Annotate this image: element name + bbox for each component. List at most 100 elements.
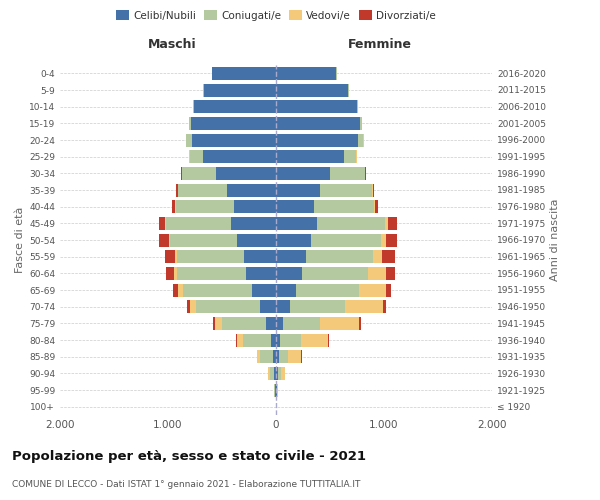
Bar	[280, 334, 301, 346]
Bar	[276, 300, 290, 313]
Bar	[165, 250, 175, 263]
Bar	[271, 334, 276, 346]
Bar	[276, 100, 357, 113]
Bar	[386, 267, 395, 280]
Bar	[382, 234, 386, 246]
Bar	[311, 234, 382, 246]
Bar	[360, 117, 362, 130]
Bar	[203, 84, 276, 96]
Bar	[328, 334, 329, 346]
Bar	[276, 367, 278, 380]
Bar	[257, 350, 260, 363]
Bar	[388, 217, 397, 230]
Text: Femmine: Femmine	[347, 38, 412, 51]
Bar	[317, 217, 385, 230]
Bar	[276, 267, 302, 280]
Bar	[368, 267, 386, 280]
Bar	[236, 334, 242, 346]
Bar	[273, 350, 276, 363]
Bar	[276, 84, 349, 96]
Bar	[386, 234, 397, 246]
Bar	[288, 350, 301, 363]
Bar	[213, 317, 215, 330]
Bar	[276, 167, 330, 180]
Y-axis label: Fasce di età: Fasce di età	[15, 207, 25, 273]
Bar	[227, 184, 276, 196]
Bar	[359, 284, 386, 296]
Bar	[260, 350, 273, 363]
Bar	[290, 300, 344, 313]
Bar	[173, 284, 178, 296]
Legend: Celibi/Nubili, Coniugati/e, Vedovi/e, Divorziati/e: Celibi/Nubili, Coniugati/e, Vedovi/e, Di…	[112, 6, 440, 25]
Bar	[296, 284, 359, 296]
Bar	[278, 350, 288, 363]
Bar	[269, 367, 274, 380]
Bar	[283, 317, 320, 330]
Bar	[260, 300, 276, 313]
Bar	[212, 67, 276, 80]
Bar	[314, 200, 374, 213]
Bar	[274, 367, 276, 380]
Bar	[276, 284, 296, 296]
Bar	[344, 300, 383, 313]
Bar	[278, 367, 281, 380]
Bar	[276, 350, 278, 363]
Bar	[383, 300, 386, 313]
Bar	[234, 200, 276, 213]
Bar	[191, 117, 276, 130]
Bar	[166, 217, 230, 230]
Bar	[359, 317, 361, 330]
Bar	[276, 150, 344, 163]
Bar	[176, 267, 246, 280]
Bar	[175, 250, 176, 263]
Bar	[276, 184, 320, 196]
Bar	[276, 234, 311, 246]
Bar	[382, 250, 395, 263]
Bar	[358, 134, 364, 146]
Bar	[176, 200, 234, 213]
Bar	[375, 200, 378, 213]
Bar	[252, 284, 276, 296]
Bar	[373, 250, 382, 263]
Bar	[276, 334, 280, 346]
Bar	[268, 367, 269, 380]
Bar	[189, 117, 191, 130]
Bar	[173, 267, 176, 280]
Bar	[281, 367, 285, 380]
Bar	[244, 250, 276, 263]
Bar	[344, 150, 356, 163]
Bar	[170, 234, 237, 246]
Bar	[176, 184, 178, 196]
Bar	[178, 184, 227, 196]
Bar	[222, 317, 266, 330]
Bar	[196, 300, 260, 313]
Bar	[276, 317, 283, 330]
Bar	[242, 334, 271, 346]
Bar	[302, 267, 368, 280]
Bar	[306, 250, 373, 263]
Bar	[320, 184, 372, 196]
Bar	[192, 134, 276, 146]
Bar	[330, 167, 365, 180]
Bar	[276, 134, 358, 146]
Bar	[301, 334, 328, 346]
Bar	[183, 284, 252, 296]
Bar	[181, 167, 182, 180]
Bar	[190, 150, 203, 163]
Bar	[160, 217, 166, 230]
Bar	[186, 134, 192, 146]
Text: Popolazione per età, sesso e stato civile - 2021: Popolazione per età, sesso e stato civil…	[12, 450, 366, 463]
Bar	[215, 317, 222, 330]
Bar	[182, 167, 215, 180]
Bar	[176, 250, 244, 263]
Text: Maschi: Maschi	[148, 38, 197, 51]
Y-axis label: Anni di nascita: Anni di nascita	[550, 198, 560, 281]
Bar	[230, 217, 276, 230]
Bar	[274, 384, 275, 396]
Bar	[159, 234, 169, 246]
Bar	[187, 300, 190, 313]
Bar	[246, 267, 276, 280]
Bar	[320, 317, 359, 330]
Bar	[276, 200, 314, 213]
Bar	[166, 267, 173, 280]
